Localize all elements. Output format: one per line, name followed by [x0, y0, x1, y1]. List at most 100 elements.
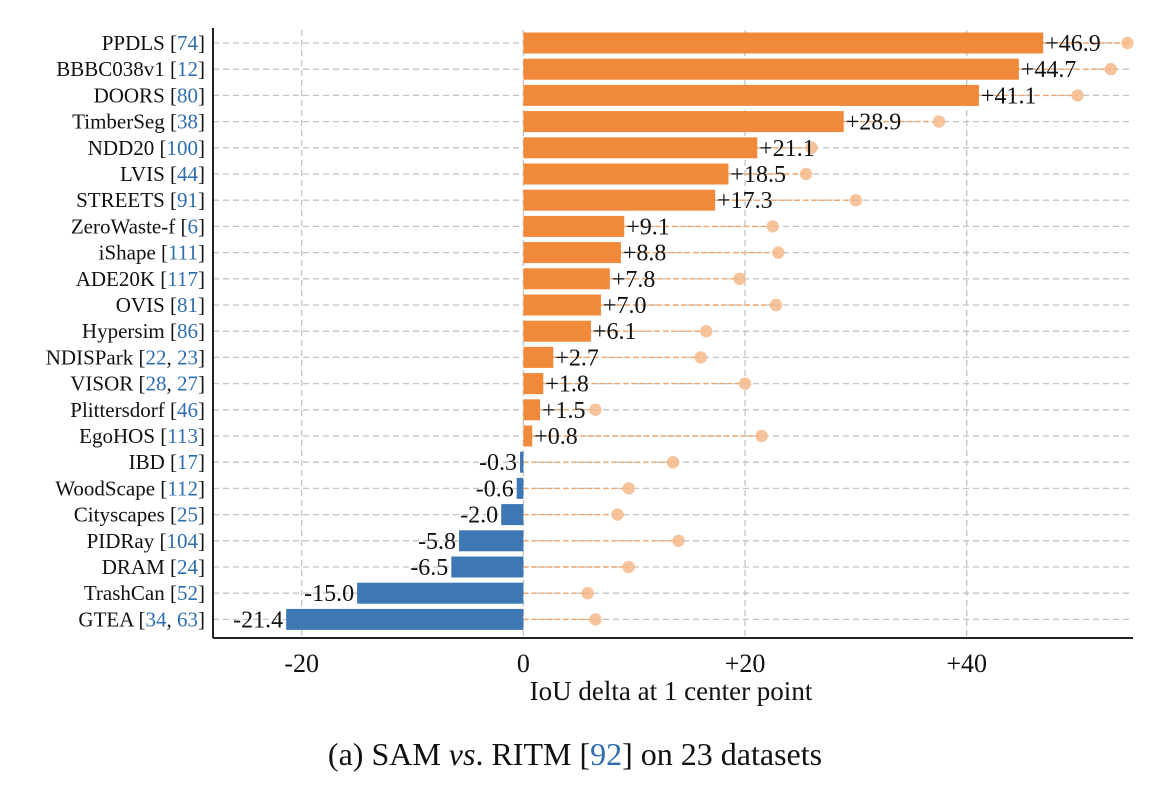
- dataset-citation: 117: [167, 267, 198, 291]
- dataset-citation: 25: [177, 503, 198, 527]
- data-label: -2.0: [460, 503, 498, 529]
- bar: [516, 477, 524, 499]
- dataset-name: LVIS [: [120, 162, 177, 186]
- data-label: +1.5: [542, 398, 586, 424]
- dataset-name: NDISPark [: [46, 345, 146, 369]
- oracle-dot: [733, 272, 746, 285]
- oracle-dot: [772, 246, 785, 259]
- oracle-dot: [700, 325, 713, 338]
- x-tick-label: -20: [284, 649, 319, 678]
- cite-bracket: ]: [198, 503, 205, 527]
- oracle-dot: [766, 220, 779, 233]
- y-tick-label: TrashCan [52]: [84, 581, 205, 605]
- dataset-citation: 38: [177, 110, 198, 134]
- cite-bracket: ]: [198, 136, 205, 160]
- dataset-citation: 81: [177, 293, 198, 317]
- data-label: +28.9: [846, 110, 902, 136]
- dataset-name: GTEA [: [78, 607, 145, 631]
- x-axis-label: IoU delta at 1 center point: [530, 676, 813, 706]
- bar: [523, 346, 554, 368]
- oracle-dot: [738, 377, 752, 390]
- cite-bracket: ]: [198, 345, 205, 369]
- y-tick-label: DRAM [24]: [102, 555, 205, 579]
- caption-prefix: (a) SAM: [328, 736, 449, 772]
- dataset-name: EgoHOS [: [79, 424, 167, 448]
- bar-layer: [286, 32, 1044, 630]
- dataset-name: IBD [: [129, 450, 177, 474]
- data-label: +0.8: [534, 424, 578, 450]
- y-tick-label: EgoHOS [113]: [79, 424, 205, 448]
- data-label: +17.3: [717, 188, 773, 214]
- y-tick-label: OVIS [81]: [116, 293, 205, 317]
- bar: [523, 215, 625, 237]
- dataset-citation: 86: [177, 319, 198, 343]
- cite-bracket: ]: [198, 319, 205, 343]
- dataset-citation: 23: [177, 345, 198, 369]
- data-label: +8.8: [623, 241, 667, 267]
- oracle-dot: [1121, 36, 1134, 50]
- y-tick-label: NDISPark [22, 23]: [46, 345, 205, 369]
- bar: [523, 242, 621, 264]
- oracle-dot: [805, 141, 818, 154]
- dataset-citation: 34: [146, 607, 168, 631]
- data-label: +2.7: [555, 345, 599, 371]
- dataset-citation: 46: [177, 398, 198, 422]
- oracle-dot: [622, 482, 635, 495]
- x-tick-label: +20: [725, 649, 766, 678]
- oracle-dot: [581, 587, 594, 600]
- dataset-name: ZeroWaste-f [: [71, 214, 188, 238]
- data-label: -5.8: [418, 529, 456, 555]
- dataset-name: NDD20 [: [88, 136, 167, 160]
- cite-bracket: ]: [198, 581, 205, 605]
- dataset-name: WoodScape [: [55, 476, 167, 500]
- dataset-citation: 100: [167, 136, 199, 160]
- oracle-dot: [589, 403, 602, 416]
- y-tick-label: ZeroWaste-f [6]: [71, 214, 205, 238]
- oracle-dot: [755, 429, 768, 443]
- oracle-dot: [589, 613, 602, 626]
- caption-vs: vs: [449, 736, 476, 772]
- dataset-citation: 113: [167, 424, 198, 448]
- bar: [459, 530, 524, 552]
- data-label: +7.0: [603, 293, 647, 319]
- cite-bracket: ]: [198, 529, 205, 553]
- dataset-citation: 22: [146, 345, 167, 369]
- bar: [523, 373, 544, 395]
- x-tick-label: 0: [517, 649, 530, 678]
- cite-bracket: ]: [198, 83, 205, 107]
- data-label: +6.1: [593, 319, 637, 345]
- data-label: -0.3: [479, 450, 517, 476]
- bar: [523, 163, 729, 185]
- y-tick-label: TimberSeg [38]: [72, 110, 205, 134]
- data-label: -21.4: [233, 607, 283, 633]
- bar: [523, 294, 601, 316]
- dataset-citation: 91: [177, 188, 198, 212]
- dataset-citation: 104: [167, 529, 199, 553]
- dataset-name: STREETS [: [76, 188, 177, 212]
- bar: [523, 268, 610, 290]
- cite-bracket: ]: [198, 214, 205, 238]
- y-tick-label: PIDRay [104]: [87, 529, 205, 553]
- bar: [523, 84, 979, 106]
- oracle-dot: [1104, 62, 1118, 76]
- data-label: -0.6: [476, 476, 514, 502]
- dataset-citation: 111: [168, 241, 198, 265]
- data-label: -15.0: [304, 581, 354, 607]
- oracle-dot: [799, 167, 813, 181]
- y-tick-label: STREETS [91]: [76, 188, 205, 212]
- dataset-name: PPDLS [: [102, 31, 177, 55]
- y-tick-label: iShape [111]: [99, 241, 205, 265]
- oracle-dot: [611, 508, 624, 521]
- bar: [523, 320, 591, 342]
- bar: [523, 137, 758, 159]
- dataset-citation: 44: [177, 162, 199, 186]
- bar: [501, 504, 524, 526]
- data-label: +21.1: [759, 136, 815, 162]
- dataset-citation: 27: [177, 372, 198, 396]
- y-tick-label: Cityscapes [25]: [74, 503, 205, 527]
- cite-separator: ,: [167, 607, 178, 631]
- oracle-dot: [672, 534, 685, 547]
- oracle-dot: [694, 351, 707, 364]
- data-label: +18.5: [730, 162, 786, 188]
- caption-middle: . RITM [: [475, 736, 590, 772]
